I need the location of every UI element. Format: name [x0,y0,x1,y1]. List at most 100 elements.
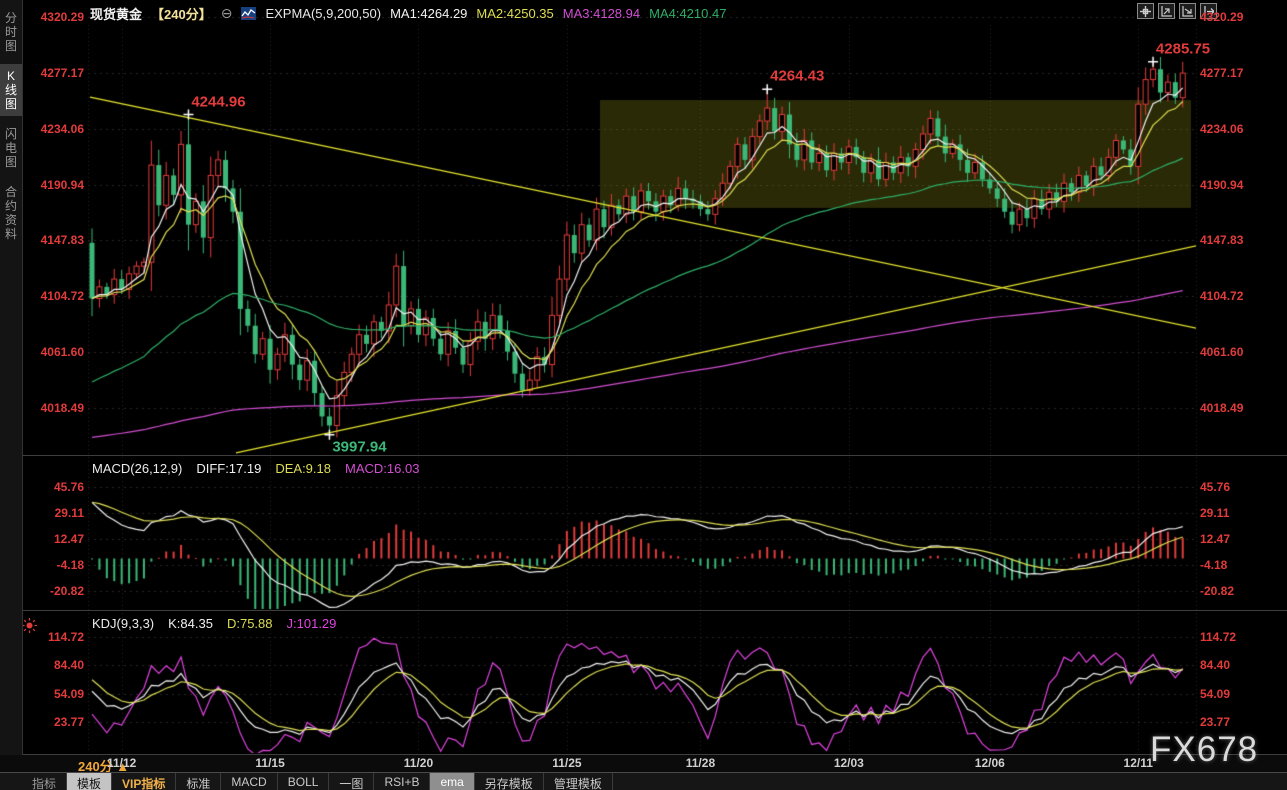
kdj-axis-label-left-3: 23.77 [53,715,84,729]
watermark-logo: FX678 [1150,730,1259,769]
ma4-value: MA4:4210.47 [649,5,727,21]
pane-divider-2 [22,610,1287,611]
y-axis-scale-icon[interactable] [1158,3,1175,19]
expma-label: EXPMA(5,9,200,50) [265,5,382,21]
sidebar-tab-char: 时 [4,25,17,39]
collapse-indicator-icon[interactable]: ⊖ [220,5,233,21]
price-axis-label-left-5: 4104.72 [40,289,84,304]
date-tick-11-25: 11/25 [552,756,582,770]
price-axis-label-right-7: 4018.49 [1200,401,1244,415]
kdj-axis-label-left-2: 54.09 [53,686,84,701]
ma3-value: MA3:4128.94 [562,5,641,21]
price-axis-label-right-3: 4190.94 [1200,177,1244,192]
kdj-title: KDJ(9,3,3) [92,616,155,631]
kdj-axis-label-right-0: 114.72 [1200,630,1237,644]
kdj-axis-label-right-3: 23.77 [1200,715,1231,729]
macd-axis-label-right-3: -4.18 [1200,558,1228,572]
date-tick-11-12: 11/12 [106,756,137,770]
sidebar-tab-分时图[interactable]: 分时图 [0,6,22,58]
price-axis-label-left-3: 4190.94 [40,177,84,192]
macd-axis-label-right-1: 29.11 [1200,506,1230,520]
price-axis-label-left-6: 4061.60 [40,345,84,360]
price-axis-label-left-4: 4147.83 [40,233,84,248]
toolbar-item-标准[interactable]: 标准 [176,773,222,790]
kdj-axis-label-left-0: 114.72 [47,630,84,644]
price-axis-label-right-4: 4147.83 [1200,233,1244,248]
price-axis-label-right-0: 4320.29 [1200,10,1244,24]
toolbar-item-RSI+B[interactable]: RSI+B [374,773,431,790]
x-axis-scale-icon[interactable] [1179,3,1196,19]
price-axis-label-right-6: 4061.60 [1200,345,1244,360]
sidebar-tab-char: K [6,69,15,83]
macd-axis-label-left-2: 12.47 [53,531,84,546]
collapse-right-icon[interactable] [1200,3,1217,19]
sidebar-tab-char: 图 [4,97,17,111]
price-axis-label-left-1: 4277.17 [40,65,84,80]
macd-diff-value: DIFF:17.19 [196,461,262,476]
ma2-value: MA2:4250.35 [476,5,554,21]
macd-macd-value: MACD:16.03 [345,461,420,476]
kdj-d-value: D:75.88 [226,616,273,631]
kdj-j-value: J:101.29 [286,616,337,631]
toolbar-item-管理模板[interactable]: 管理模板 [544,773,613,790]
toolbar-item-MACD[interactable]: MACD [221,773,278,790]
macd-axis-label-left-1: 29.11 [54,506,84,520]
price-axis-label-right-5: 4104.72 [1200,289,1244,304]
price-axis-label-left-7: 4018.49 [40,401,84,415]
macd-axis-label-left-4: -20.82 [49,583,84,598]
sidebar-tab-char: 料 [4,227,17,241]
toolbar-item-ema[interactable]: ema [430,773,475,790]
macd-axis-label-right-2: 12.47 [1200,531,1231,546]
kdj-k-value: K:84.35 [168,616,213,631]
sidebar-tab-合约资料[interactable]: 合约资料 [0,180,22,246]
toolbar-item-BOLL[interactable]: BOLL [278,773,330,790]
toolbar-item-另存模板[interactable]: 另存模板 [475,773,544,790]
sidebar-tab-char: 图 [4,155,17,169]
date-tick-11-20: 11/20 [403,756,434,770]
toolbar-item-指标[interactable]: 指标 [22,773,68,790]
alert-sun-icon[interactable] [22,618,37,638]
price-axis-label-right-1: 4277.17 [1200,65,1244,80]
toolbar-item-VIP指标[interactable]: VIP指标 [112,773,177,790]
kdj-axis-label-right-2: 54.09 [1200,686,1231,701]
price-annotation-1: 3997.94 [332,438,387,456]
price-axis-label-right-2: 4234.06 [1200,121,1244,136]
move-tool-icon[interactable] [1137,3,1154,19]
sidebar-tab-char: 闪 [4,127,17,141]
macd-axis-label-left-0: 45.76 [53,480,84,494]
macd-pane-header: MACD(26,12,9) DIFF:17.19 DEA:9.18 MACD:1… [92,461,419,476]
sidebar-tab-char: 线 [4,83,17,97]
kdj-axis-label-right-1: 84.40 [1200,658,1231,673]
price-annotation-2: 4264.43 [770,67,825,85]
macd-axis-label-right-4: -20.82 [1200,583,1235,598]
sidebar-tab-char: 图 [4,39,17,53]
bottom-toolbar: 指标 模板 VIP指标 标准 MACD BOLL 一图 RSI+B ema 另存模板 管理模板 [0,772,1287,790]
sidebar-tab-char: 电 [4,141,17,155]
pane-divider-1 [22,455,1287,456]
price-axis-label-left-2: 4234.06 [40,121,84,136]
sidebar-tab-char: 分 [4,11,17,25]
macd-dea-value: DEA:9.18 [275,461,331,476]
date-tick-11-28: 11/28 [685,756,716,770]
price-annotation-3: 4285.75 [1155,40,1211,58]
toolbar-item-一图[interactable]: 一图 [329,773,375,790]
indicator-chart-icon [241,6,257,20]
sidebar-tab-闪电图[interactable]: 闪电图 [0,122,22,174]
date-tick-11-15: 11/15 [255,756,285,770]
kdj-axis-label-left-1: 84.40 [53,658,84,673]
time-axis-row: 240分 ▲ [0,755,1287,774]
kdj-pane-header: KDJ(9,3,3) K:84.35 D:75.88 J:101.29 [92,616,336,631]
macd-title: MACD(26,12,9) [92,461,183,476]
instrument-title: 现货黄金 [90,6,143,22]
pane-divider-3 [22,754,1287,755]
macd-axis-label-left-3: -4.18 [56,558,84,572]
price-axis-label-left-0: 4320.29 [40,10,84,24]
period-selector[interactable]: 240分 ▲ [78,759,130,774]
date-tick-12-11: 12/11 [1123,756,1153,770]
macd-axis-label-right-0: 45.76 [1200,480,1231,494]
toolbar-item-模板[interactable]: 模板 [67,773,113,790]
ma1-value: MA1:4264.29 [390,5,468,21]
sidebar-tab-char: 资 [4,213,17,227]
